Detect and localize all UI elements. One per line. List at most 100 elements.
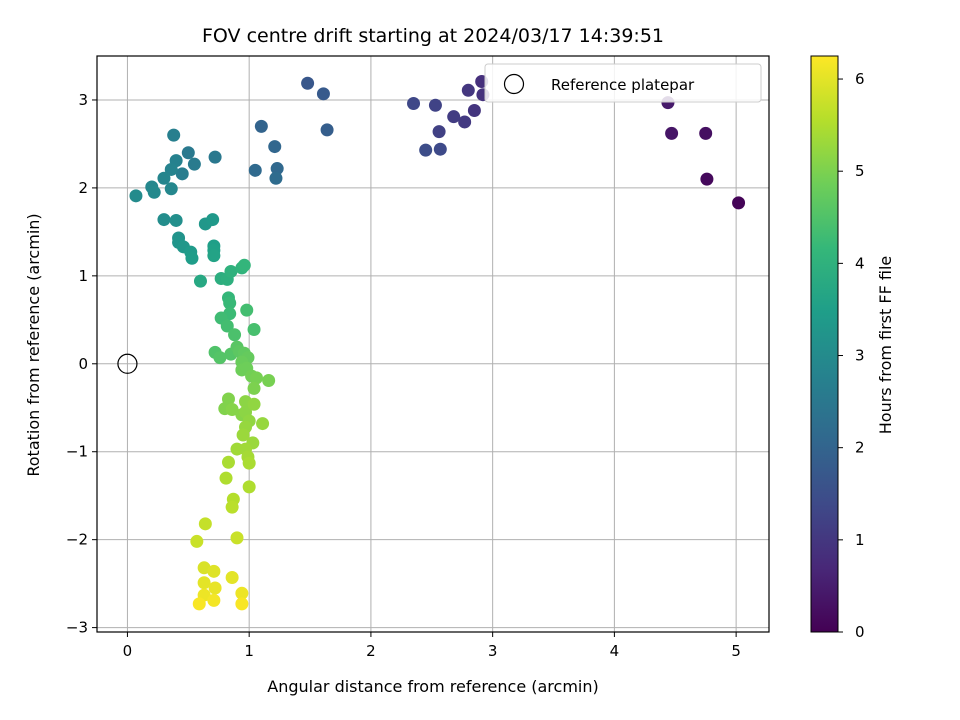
colorbar-tick-label: 1 [855, 531, 865, 549]
data-point [247, 322, 261, 336]
data-point [230, 531, 244, 545]
data-point [147, 185, 161, 199]
x-axis-label: Angular distance from reference (arcmin) [267, 677, 598, 696]
x-tick-label: 4 [610, 642, 620, 660]
data-point [219, 471, 233, 485]
data-point [237, 258, 251, 272]
y-tick-label: −3 [66, 619, 88, 637]
data-point [164, 182, 178, 196]
x-tick-label: 3 [488, 642, 498, 660]
data-point [190, 534, 204, 548]
data-point [433, 142, 447, 156]
data-point [248, 163, 262, 177]
colorbar-label: Hours from first FF file [876, 256, 895, 435]
data-point [157, 171, 171, 185]
data-point [225, 570, 239, 584]
data-point [235, 597, 249, 611]
data-point [461, 83, 475, 97]
legend-entry-label: Reference platepar [551, 76, 695, 94]
data-point [269, 171, 283, 185]
legend-marker [503, 73, 525, 95]
data-point [254, 119, 268, 133]
data-point [129, 189, 143, 203]
data-point [732, 196, 746, 210]
data-point [247, 381, 261, 395]
x-tick-label: 0 [123, 642, 133, 660]
data-point [320, 123, 334, 137]
data-point [157, 213, 171, 227]
axes-frame [96, 55, 770, 633]
data-point [301, 76, 315, 90]
data-point [240, 303, 254, 317]
data-point [458, 115, 472, 129]
y-tick-label: 0 [78, 355, 88, 373]
y-tick-label: 2 [78, 179, 88, 197]
data-point [197, 576, 211, 590]
data-point [220, 319, 234, 333]
colorbar-tick-label: 6 [855, 70, 865, 88]
data-point [207, 593, 221, 607]
data-point [432, 125, 446, 139]
data-point [164, 162, 178, 176]
y-tick-label: −1 [66, 443, 88, 461]
data-point [700, 172, 714, 186]
data-point [242, 480, 256, 494]
data-point [236, 428, 250, 442]
chart-title: FOV centre drift starting at 2024/03/17 … [202, 25, 664, 47]
y-tick-label: 1 [78, 267, 88, 285]
data-point [207, 249, 221, 263]
data-point [206, 213, 220, 227]
y-tick-label: 3 [78, 91, 88, 109]
legend: Reference platepar [484, 63, 762, 103]
data-point [185, 251, 199, 265]
data-point [419, 143, 433, 157]
colorbar: 0 1 2 3 4 5 6 [810, 55, 865, 641]
data-point [167, 128, 181, 142]
data-point [225, 403, 239, 417]
colorbar-tick-label: 0 [855, 623, 865, 641]
x-tick-label: 5 [731, 642, 741, 660]
y-axis-label: Rotation from reference (arcmin) [24, 213, 43, 476]
colorbar-tick-label: 3 [855, 347, 865, 365]
data-point [207, 564, 221, 578]
x-tick-label: 2 [366, 642, 376, 660]
colorbar-gradient [810, 55, 839, 633]
data-point [665, 126, 679, 140]
data-point [467, 104, 481, 118]
x-tick-label: 1 [244, 642, 254, 660]
data-point [198, 517, 212, 531]
data-point [175, 167, 189, 181]
data-point [221, 455, 235, 469]
data-point [213, 351, 227, 365]
colorbar-tick-label: 4 [855, 254, 865, 272]
data-point [187, 157, 201, 171]
data-point [169, 213, 183, 227]
data-point [242, 456, 256, 470]
reference-platepar-marker [117, 353, 138, 374]
plot-area: 0 1 2 3 4 5 −3 −2 −1 0 1 2 3 Reference platepar [66, 55, 770, 660]
data-point [225, 500, 239, 514]
data-point [447, 110, 461, 124]
data-point [223, 296, 237, 310]
data-point [428, 98, 442, 112]
data-point [181, 146, 195, 160]
data-point [224, 264, 238, 278]
data-point [262, 373, 276, 387]
data-point [316, 87, 330, 101]
data-point [247, 397, 261, 411]
data-point [193, 274, 207, 288]
data-point [208, 150, 222, 164]
colorbar-tick-label: 2 [855, 439, 865, 457]
data-point [208, 581, 222, 595]
legend-box [484, 63, 762, 103]
data-point [407, 96, 421, 110]
data-point [270, 162, 284, 176]
y-tick-label: −2 [66, 531, 88, 549]
data-point [192, 597, 206, 611]
data-point [268, 140, 282, 154]
data-point [699, 126, 713, 140]
data-point [249, 371, 263, 385]
data-point [256, 417, 270, 431]
data-point [235, 586, 249, 600]
